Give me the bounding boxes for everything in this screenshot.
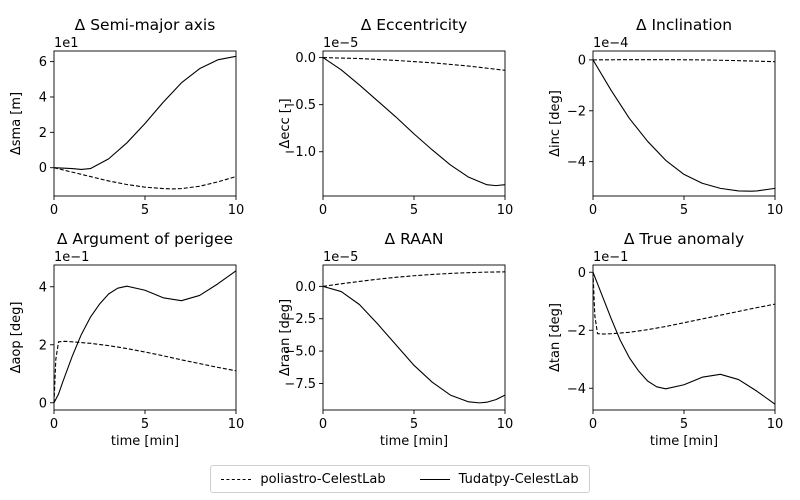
axis-offset-label: 1e−5 [323,36,358,51]
axes-frame [322,50,506,197]
y-tick-label: 0 [578,266,586,281]
subplot-title: Δ Semi-major axis [75,16,216,34]
y-axis-label: Δraan [deg] [278,299,293,376]
x-axis-label: time [min] [650,434,718,449]
y-tick-label: −4 [567,382,586,397]
x-tick-label: 0 [589,203,597,218]
y-tick-label: −2 [567,324,586,339]
subplot-title: Δ RAAN [385,230,444,248]
legend: poliastro-CelestLab Tudatpy-CelestLab [210,465,590,493]
x-tick-label: 10 [497,203,514,218]
axis-offset-label: 1e−1 [593,250,628,265]
legend-solid-line-swatch [419,478,450,480]
subplot-4: 0 5 10 0 2 4 Δ Argument of perigee 1e−1 Δaop [de… [9,230,244,449]
y-tick-label: 0.0 [295,51,316,66]
x-axis-label: time [min] [111,434,179,449]
y-tick-label: 0 [578,53,586,68]
y-tick-label: −0.5 [284,98,316,113]
x-tick-label: 10 [228,203,245,218]
y-tick-label: −7.5 [284,377,316,392]
x-axis-label: time [min] [380,434,448,449]
x-tick-label: 0 [319,417,327,432]
x-tick-label: 5 [680,417,688,432]
series-poliastro-line [592,59,776,63]
x-tick-label: 5 [141,417,149,432]
series-lines [322,57,506,187]
x-tick-label: 5 [680,203,688,218]
series-lines [322,271,506,404]
x-tick-label: 0 [589,417,597,432]
y-axis-label: Δinc [deg] [548,90,563,157]
subplot-3: 0 5 10 0 −2 −4 Δ Inclination 1e−4 Δinc [deg] [548,16,783,218]
series-poliastro-line [592,272,776,335]
series-tudatpy-line [592,272,776,405]
series-lines [53,270,237,404]
subplot-title: Δ Argument of perigee [57,230,233,248]
series-tudatpy-line [53,270,237,404]
y-tick-label: 2 [39,126,47,141]
y-tick-label: 0 [39,161,47,176]
y-tick-label: 0.0 [295,280,316,295]
y-axis-label: Δaop [deg] [9,302,24,374]
axis-offset-label: 1e−1 [54,250,89,265]
y-axis-label: Δecc [-] [278,98,293,148]
axis-offset-label: 1e−5 [323,250,358,265]
y-tick-label: 2 [39,338,47,353]
axes-frame [322,264,506,411]
y-tick-label: −5.0 [284,345,316,360]
legend-label: Tudatpy-CelestLab [458,471,579,487]
y-tick-label: 4 [39,90,47,105]
x-tick-label: 10 [767,417,784,432]
series-tudatpy-line [592,59,776,192]
subplot-title: Δ Eccentricity [361,16,468,34]
y-tick-label: 4 [39,280,47,295]
x-tick-label: 0 [50,417,58,432]
axes-frame [592,264,776,411]
series-lines [592,272,776,405]
y-tick-label: −4 [567,155,586,170]
subplot-6: 0 5 10 0 −2 −4 Δ True anomaly 1e−1 Δtan [deg] tim… [548,230,783,449]
legend-entry-poliastro: poliastro-CelestLab [221,471,386,487]
x-tick-label: 0 [319,203,327,218]
x-tick-label: 10 [767,203,784,218]
y-tick-label: 6 [39,55,47,70]
axis-offset-label: 1e−4 [593,36,628,51]
y-tick-label: −2.5 [284,312,316,327]
subplot-title: Δ Inclination [636,16,732,34]
series-poliastro-line [53,340,237,403]
y-axis-label: Δsma [m] [9,92,24,155]
series-poliastro-line [322,57,506,71]
axes-frame [53,264,237,411]
y-axis-label: Δtan [deg] [548,303,563,372]
x-tick-label: 5 [410,417,418,432]
series-tudatpy-line [322,57,506,187]
legend-entry-tudatpy: Tudatpy-CelestLab [419,471,579,487]
subplot-title: Δ True anomaly [624,230,744,248]
x-tick-label: 10 [497,417,514,432]
x-tick-label: 5 [410,203,418,218]
series-lines [53,55,237,190]
y-tick-label: 0 [39,396,47,411]
series-poliastro-line [53,167,237,190]
x-tick-label: 0 [50,203,58,218]
series-poliastro-line [322,271,506,287]
subplot-5: 0 5 10 0.0 −2.5 −5.0 −7.5 Δ RAAN 1e−5 Δraan [deg]… [278,230,513,449]
subplot-1: 0 5 10 0 2 4 6 Δ Semi-major axis 1e1 Δsma [m] [9,16,244,218]
y-tick-label: −1.0 [284,145,316,160]
x-tick-label: 10 [228,417,245,432]
y-tick-label: −2 [567,104,586,119]
series-tudatpy-line [322,285,506,404]
series-lines [592,59,776,192]
axis-offset-label: 1e1 [54,36,79,51]
x-tick-label: 5 [141,203,149,218]
legend-dashed-line-swatch [221,478,252,480]
legend-label: poliastro-CelestLab [260,471,386,487]
series-tudatpy-line [53,55,237,171]
